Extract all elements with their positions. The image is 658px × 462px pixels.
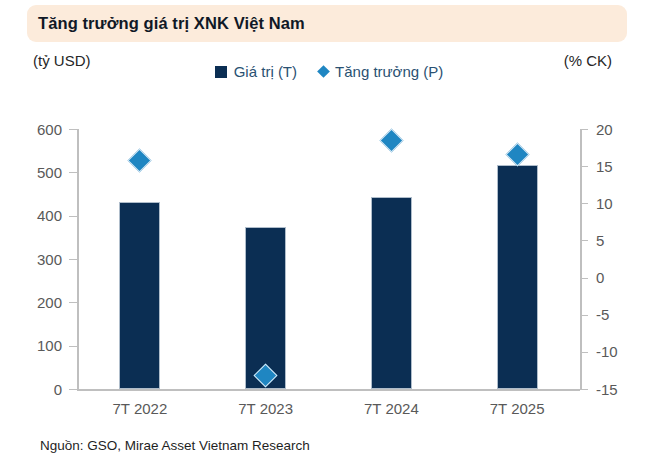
right-axis-tick-label: 15: [596, 159, 636, 174]
right-axis-tick-label: -5: [596, 307, 636, 322]
left-axis-tick-label: 200: [22, 295, 62, 310]
x-axis-line: [77, 389, 580, 391]
right-axis-tick-label: 0: [596, 270, 636, 285]
plot-area: 0 100 200 300 400 500 600 20 15 10 5 0 -5 -10 -15 7T 20…: [0, 0, 658, 462]
source-note: Nguồn: GSO, Mirae Asset Vietnam Research: [40, 438, 310, 453]
growth-marker-diamond: [128, 148, 152, 172]
left-axis-tick-label: 600: [22, 122, 62, 137]
left-axis-tick: [69, 129, 77, 130]
x-axis-category-label: 7T 2025: [472, 400, 562, 417]
right-axis-tick: [580, 129, 588, 130]
right-axis-tick-label: 20: [596, 122, 636, 137]
left-axis-line: [77, 129, 79, 389]
value-bar: [497, 165, 538, 389]
x-axis-category-label: 7T 2022: [95, 400, 185, 417]
right-axis-tick: [580, 315, 588, 316]
growth-marker-diamond: [505, 142, 529, 166]
x-axis-category-label: 7T 2024: [346, 400, 436, 417]
left-axis-tick: [69, 172, 77, 173]
right-axis-tick: [580, 240, 588, 241]
right-axis-tick: [580, 166, 588, 167]
left-axis-tick-label: 100: [22, 338, 62, 353]
left-axis-tick-label: 300: [22, 252, 62, 267]
left-axis-tick: [69, 302, 77, 303]
value-bar: [119, 202, 160, 389]
right-axis-tick-label: 10: [596, 196, 636, 211]
right-axis-tick-label: -15: [596, 382, 636, 397]
right-axis-tick: [580, 278, 588, 279]
right-axis-tick: [580, 203, 588, 204]
right-axis-tick: [580, 389, 588, 390]
right-axis-tick: [580, 352, 588, 353]
left-axis-tick-label: 400: [22, 208, 62, 223]
left-axis-tick: [69, 216, 77, 217]
growth-marker-diamond: [379, 129, 403, 153]
right-axis-line: [580, 129, 582, 389]
left-axis-tick: [69, 389, 77, 390]
left-axis-tick-label: 0: [22, 382, 62, 397]
left-axis-tick: [69, 259, 77, 260]
left-axis-tick-label: 500: [22, 165, 62, 180]
x-axis-category-label: 7T 2023: [221, 400, 311, 417]
right-axis-tick-label: 5: [596, 233, 636, 248]
chart-card: Tăng trưởng giá trị XNK Việt Nam (tỷ USD…: [0, 0, 658, 462]
left-axis-tick: [69, 346, 77, 347]
right-axis-tick-label: -10: [596, 344, 636, 359]
value-bar: [371, 197, 412, 389]
